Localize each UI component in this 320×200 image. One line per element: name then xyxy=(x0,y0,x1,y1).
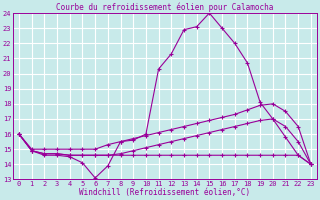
X-axis label: Windchill (Refroidissement éolien,°C): Windchill (Refroidissement éolien,°C) xyxy=(79,188,251,197)
Title: Courbe du refroidissement éolien pour Calamocha: Courbe du refroidissement éolien pour Ca… xyxy=(56,3,274,12)
